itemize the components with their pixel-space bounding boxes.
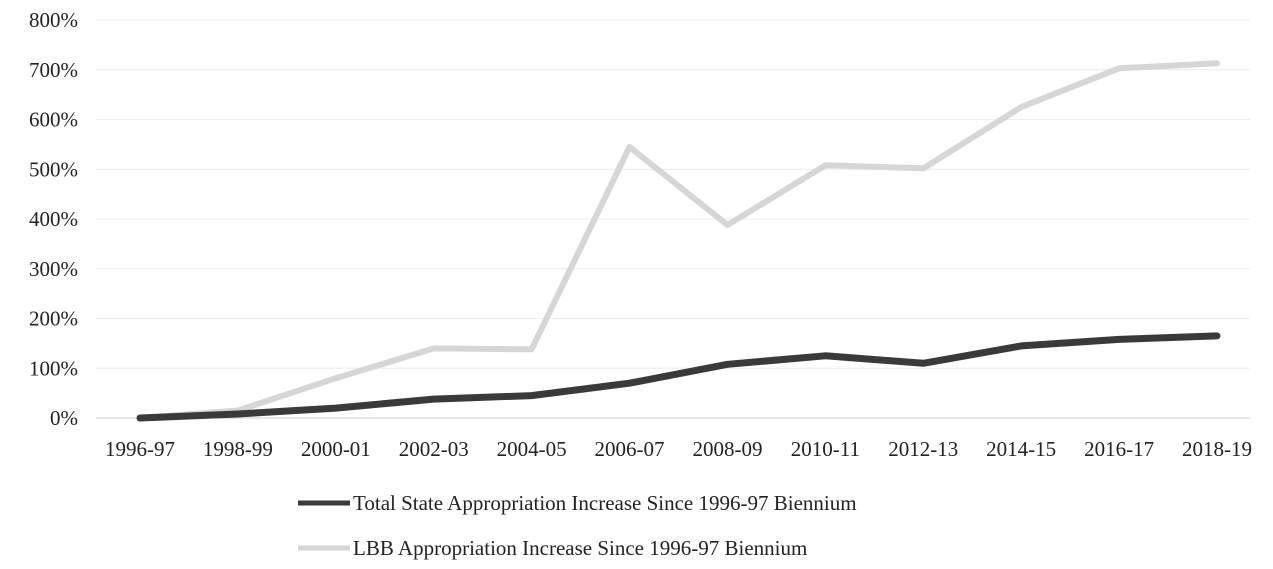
point-lbb <box>529 346 535 352</box>
y-tick-label: 600% <box>29 108 78 132</box>
point-total-state <box>627 380 633 386</box>
point-lbb <box>920 165 926 171</box>
series-line-lbb <box>137 60 1220 421</box>
x-tick-label: 2018-19 <box>1182 437 1252 461</box>
series-lines <box>136 60 1221 422</box>
x-tick-label: 2014-15 <box>986 437 1056 461</box>
point-total-state <box>724 361 730 367</box>
point-total-state <box>137 415 143 421</box>
x-tick-label: 2016-17 <box>1084 437 1154 461</box>
point-total-state <box>822 353 828 359</box>
x-axis-ticks: 1996-97 1998-99 2000-01 2002-03 2004-05 2006-… <box>105 437 1252 461</box>
point-total-state <box>235 411 241 417</box>
x-tick-label: 2012-13 <box>888 437 958 461</box>
legend: Total State Appropriation Increase Since… <box>298 491 857 560</box>
point-total-state <box>333 405 339 411</box>
point-total-state <box>1214 333 1220 339</box>
x-tick-label: 2002-03 <box>399 437 469 461</box>
legend-label-total-state: Total State Appropriation Increase Since… <box>353 491 857 515</box>
x-tick-label: 2010-11 <box>791 437 860 461</box>
y-tick-label: 400% <box>29 207 78 231</box>
x-tick-label: 2004-05 <box>497 437 567 461</box>
point-lbb <box>1018 104 1024 110</box>
point-lbb <box>627 144 633 150</box>
x-tick-label: 2006-07 <box>595 437 665 461</box>
x-tick-label: 1996-97 <box>105 437 175 461</box>
legend-label-lbb: LBB Appropriation Increase Since 1996-97… <box>353 536 807 560</box>
gridlines <box>96 19 1250 369</box>
point-total-state <box>1018 343 1024 349</box>
point-total-state <box>1116 336 1122 342</box>
x-tick-label: 2008-09 <box>692 437 762 461</box>
y-tick-label: 100% <box>29 356 78 380</box>
x-tick-label: 2000-01 <box>301 437 371 461</box>
point-total-state <box>431 396 437 402</box>
point-lbb <box>1116 65 1122 71</box>
y-tick-label: 0% <box>50 406 78 430</box>
point-lbb <box>822 162 828 168</box>
point-lbb <box>333 375 339 381</box>
point-lbb <box>1214 60 1220 66</box>
x-tick-label: 1998-99 <box>203 437 273 461</box>
y-tick-label: 800% <box>29 8 78 32</box>
point-lbb <box>724 222 730 228</box>
point-total-state <box>529 393 535 399</box>
y-tick-label: 200% <box>29 307 78 331</box>
series-line-total-state <box>136 332 1221 422</box>
point-total-state <box>920 360 926 366</box>
y-tick-label: 300% <box>29 257 78 281</box>
y-tick-label: 700% <box>29 58 78 82</box>
y-tick-label: 500% <box>29 157 78 181</box>
y-axis-ticks: 0% 100% 200% 300% 400% 500% 600% 700% 800% <box>29 8 78 430</box>
point-lbb <box>431 345 437 351</box>
